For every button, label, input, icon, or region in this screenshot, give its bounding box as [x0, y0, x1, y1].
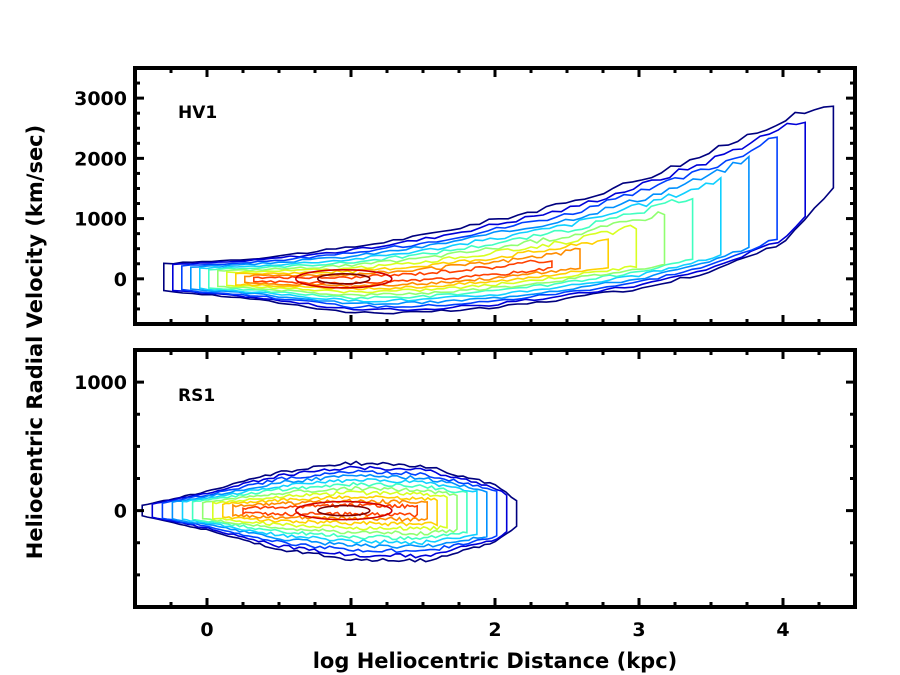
contour-level-1	[163, 105, 835, 315]
contour-level-7	[217, 210, 666, 297]
panel-label-hv1: HV1	[178, 103, 217, 123]
contour-level-3	[161, 469, 498, 554]
x-axis-title: log Heliocentric Distance (kpc)	[313, 649, 678, 673]
contour-level-8	[212, 490, 448, 532]
contour-set-rs1	[141, 460, 518, 563]
ticks-rs1	[133, 348, 857, 609]
panel-hv1: 0 1000 2000 3000 HV1	[74, 66, 857, 326]
y-tick-label: 3000	[74, 88, 127, 110]
plot-frame-rs1	[133, 348, 857, 609]
contour-level-1	[141, 460, 518, 563]
y-tick-labels-hv1: 0 1000 2000 3000	[74, 88, 127, 291]
x-tick-label: 1	[344, 619, 357, 641]
y-tick-label: 0	[114, 269, 127, 291]
contour-set-hv1	[163, 105, 835, 315]
panel-label-rs1: RS1	[178, 386, 215, 406]
x-tick-labels: 0 1 2 3 4	[200, 619, 789, 641]
y-tick-label: 0	[114, 501, 127, 523]
contour-level-5	[199, 176, 722, 303]
panel-rs1: 0 1000 RS1	[74, 348, 857, 609]
plot-frame-hv1	[133, 66, 857, 326]
y-axis-title: Heliocentric Radial Velocity (km/sec)	[23, 125, 47, 559]
y-tick-label: 2000	[74, 148, 127, 170]
x-tick-label: 3	[632, 619, 645, 641]
contour-peak-1	[294, 269, 393, 289]
contour-level-8	[226, 224, 638, 294]
contour-peak-2	[316, 273, 371, 285]
x-tick-label: 4	[776, 619, 789, 641]
x-tick-label: 0	[200, 619, 213, 641]
contour-peak-1	[294, 500, 393, 521]
contour-level-9	[235, 238, 609, 291]
contour-level-4	[171, 473, 488, 549]
contour-level-6	[208, 197, 694, 300]
contour-level-5	[181, 477, 478, 546]
contour-level-9	[222, 495, 438, 527]
contour-level-3	[181, 136, 778, 309]
contour-level-6	[191, 481, 468, 541]
y-tick-label: 1000	[74, 209, 127, 231]
contour-level-4	[190, 154, 750, 306]
y-tick-labels-rs1: 0 1000	[74, 372, 127, 523]
x-tick-label: 2	[488, 619, 501, 641]
contour-level-2	[151, 465, 508, 559]
contour-level-11	[253, 259, 553, 286]
contour-peak-2	[316, 504, 371, 517]
contour-level-7	[201, 485, 458, 537]
contour-level-10	[232, 498, 428, 523]
contour-level-2	[172, 121, 806, 312]
y-tick-label: 1000	[74, 372, 127, 394]
